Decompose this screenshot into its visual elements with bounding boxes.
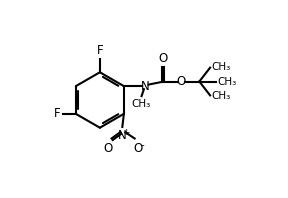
Text: N: N [118, 129, 127, 142]
Text: O: O [133, 142, 142, 155]
Text: O: O [104, 142, 113, 155]
Text: F: F [96, 44, 103, 57]
Text: +: + [122, 129, 130, 137]
Text: CH₃: CH₃ [131, 99, 150, 109]
Text: CH₃: CH₃ [212, 91, 231, 101]
Text: O: O [176, 75, 185, 88]
Text: O: O [158, 51, 167, 65]
Text: -: - [141, 140, 144, 150]
Text: N: N [141, 80, 150, 93]
Text: CH₃: CH₃ [212, 62, 231, 72]
Text: F: F [54, 107, 60, 120]
Text: CH₃: CH₃ [218, 76, 237, 87]
